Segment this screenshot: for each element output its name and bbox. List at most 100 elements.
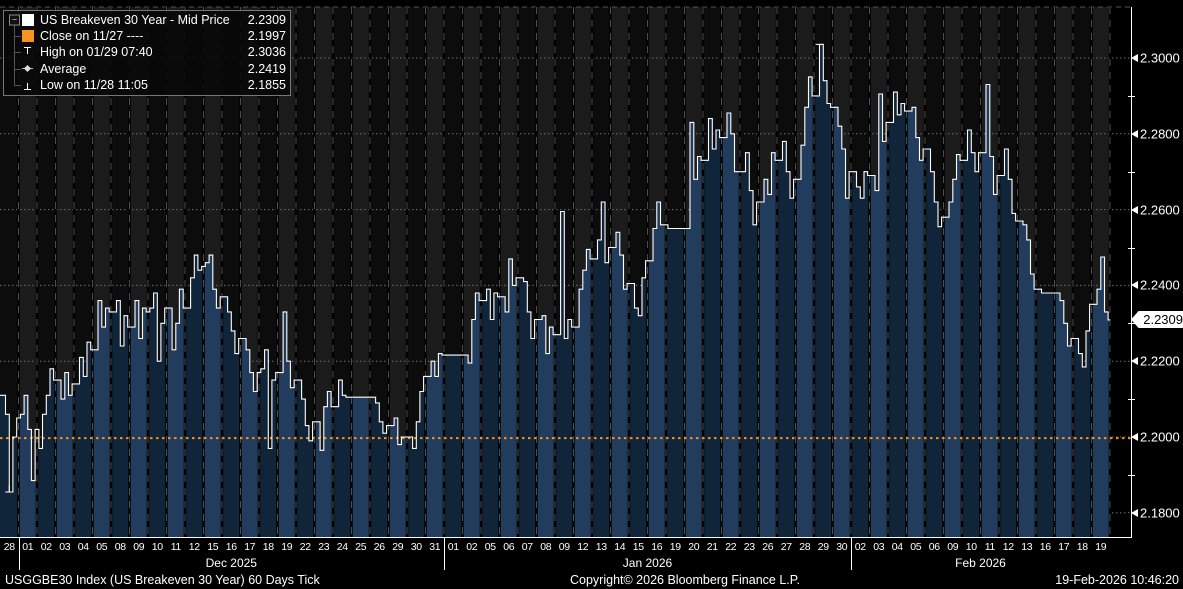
month-label: Dec 2025: [205, 556, 257, 570]
y-tick-label: 2.2200: [1140, 353, 1180, 369]
x-axis-line: [0, 537, 1131, 538]
price-fill: [37, 368, 56, 538]
day-label: 11: [984, 541, 995, 553]
price-fill: [629, 260, 648, 538]
price-fill: [869, 94, 888, 538]
y-tick-arrow-icon: [1131, 433, 1138, 441]
legend-collapse-icon[interactable]: −: [9, 14, 20, 26]
price-fill: [943, 154, 962, 538]
day-label: 17: [1058, 541, 1070, 553]
day-label: 12: [188, 541, 200, 553]
price-fill: [684, 122, 703, 538]
price-fill: [851, 171, 870, 538]
legend-series-value: 2.2309: [247, 13, 286, 28]
y-tick-arrow-icon: [1131, 205, 1138, 214]
day-label: 24: [336, 541, 348, 553]
y-tick-label: 2.2400: [1140, 277, 1180, 293]
legend-row-mid-price[interactable]: − US Breakeven 30 Year - Mid Price 2.230…: [6, 12, 286, 29]
day-label: 02: [40, 541, 52, 553]
day-label: 11: [170, 541, 181, 553]
month-label: Feb 2026: [955, 556, 1006, 570]
day-label: 12: [577, 541, 589, 553]
price-fill: [462, 293, 481, 538]
current-price-badge: 2.2309: [1131, 311, 1183, 328]
price-fill: [92, 300, 111, 538]
price-fill: [1073, 304, 1092, 538]
session-band: [388, 7, 407, 538]
price-fill: [370, 397, 389, 538]
day-label: 19: [1095, 541, 1107, 553]
legend-average-value: 2.2419: [247, 61, 286, 76]
price-fill: [536, 315, 555, 538]
y-tick-label: 2.3000: [1140, 50, 1180, 66]
legend-average-label: Average: [40, 61, 87, 76]
price-fill: [148, 293, 167, 538]
day-label: 15: [207, 541, 219, 553]
day-label: 18: [1076, 541, 1088, 553]
price-fill: [721, 113, 740, 538]
day-label: 08: [540, 541, 552, 553]
day-label: 09: [133, 541, 145, 553]
y-axis-line[interactable]: [1131, 7, 1132, 538]
day-label: 08: [114, 541, 126, 553]
legend-low-label: Low on 11/28 11:05: [40, 77, 148, 92]
low-marker-icon: [22, 79, 34, 91]
y-minor-tick: [1128, 474, 1135, 476]
day-label: 07: [521, 541, 533, 553]
price-fill: [666, 228, 685, 538]
day-label: 10: [965, 541, 977, 553]
day-label: 04: [77, 541, 89, 553]
legend-close-value: 2.1997: [247, 29, 286, 44]
y-minor-tick: [1128, 323, 1135, 325]
legend-row-high[interactable]: High on 01/29 07:40 2.3036: [6, 44, 286, 61]
day-label: 26: [373, 541, 385, 553]
day-label: 12: [1002, 541, 1014, 553]
price-fill: [129, 300, 148, 538]
day-label: 14: [614, 541, 626, 553]
price-chart-plot[interactable]: [0, 0, 1131, 538]
chart-legend[interactable]: − US Breakeven 30 Year - Mid Price 2.230…: [3, 10, 291, 96]
close-line-swatch-orange-icon: [22, 30, 34, 43]
price-fill: [166, 289, 185, 538]
day-label: 28: [799, 541, 811, 553]
day-label: 29: [817, 541, 829, 553]
price-fill: [407, 376, 426, 538]
legend-row-average[interactable]: Average 2.2419: [6, 60, 286, 77]
day-label: 06: [503, 541, 515, 553]
day-label: 31: [429, 541, 441, 553]
price-fill: [888, 92, 907, 538]
day-label: 18: [262, 541, 274, 553]
day-label: 22: [299, 541, 311, 553]
low-point-marker: [5, 485, 14, 493]
high-low-markers: [5, 43, 824, 493]
day-label: 28: [3, 541, 15, 553]
y-tick-arrow-icon: [1131, 357, 1138, 366]
legend-row-low[interactable]: Low on 11/28 11:05 2.1855: [6, 76, 286, 93]
legend-row-close[interactable]: Close on 11/27 ---- 2.1997: [6, 28, 286, 45]
y-tick-arrow-icon: [1131, 508, 1138, 517]
y-tick-label: 2.2800: [1140, 126, 1180, 142]
price-fill: [425, 353, 444, 538]
y-tick-label: 2.2000: [1140, 429, 1180, 445]
legend-high-value: 2.3036: [247, 45, 286, 60]
price-fill: [555, 211, 574, 538]
price-fill: [962, 130, 981, 538]
day-label: 02: [466, 541, 478, 553]
price-fill: [906, 107, 925, 538]
y-minor-tick: [1128, 95, 1135, 97]
price-fill: [296, 380, 315, 538]
day-label: 13: [1021, 541, 1033, 553]
price-fill: [351, 397, 370, 538]
legend-close-label: Close on 11/27 ----: [40, 29, 144, 44]
price-fill: [592, 202, 611, 538]
day-label: 01: [447, 541, 459, 553]
day-label: 02: [854, 541, 866, 553]
month-separator: [444, 537, 445, 570]
day-label: 03: [59, 541, 71, 553]
day-label: 20: [688, 541, 700, 553]
price-fill: [277, 311, 296, 538]
price-fill: [758, 152, 777, 538]
day-label: 10: [151, 541, 163, 553]
price-fill: [203, 255, 222, 538]
price-fill: [647, 202, 666, 538]
